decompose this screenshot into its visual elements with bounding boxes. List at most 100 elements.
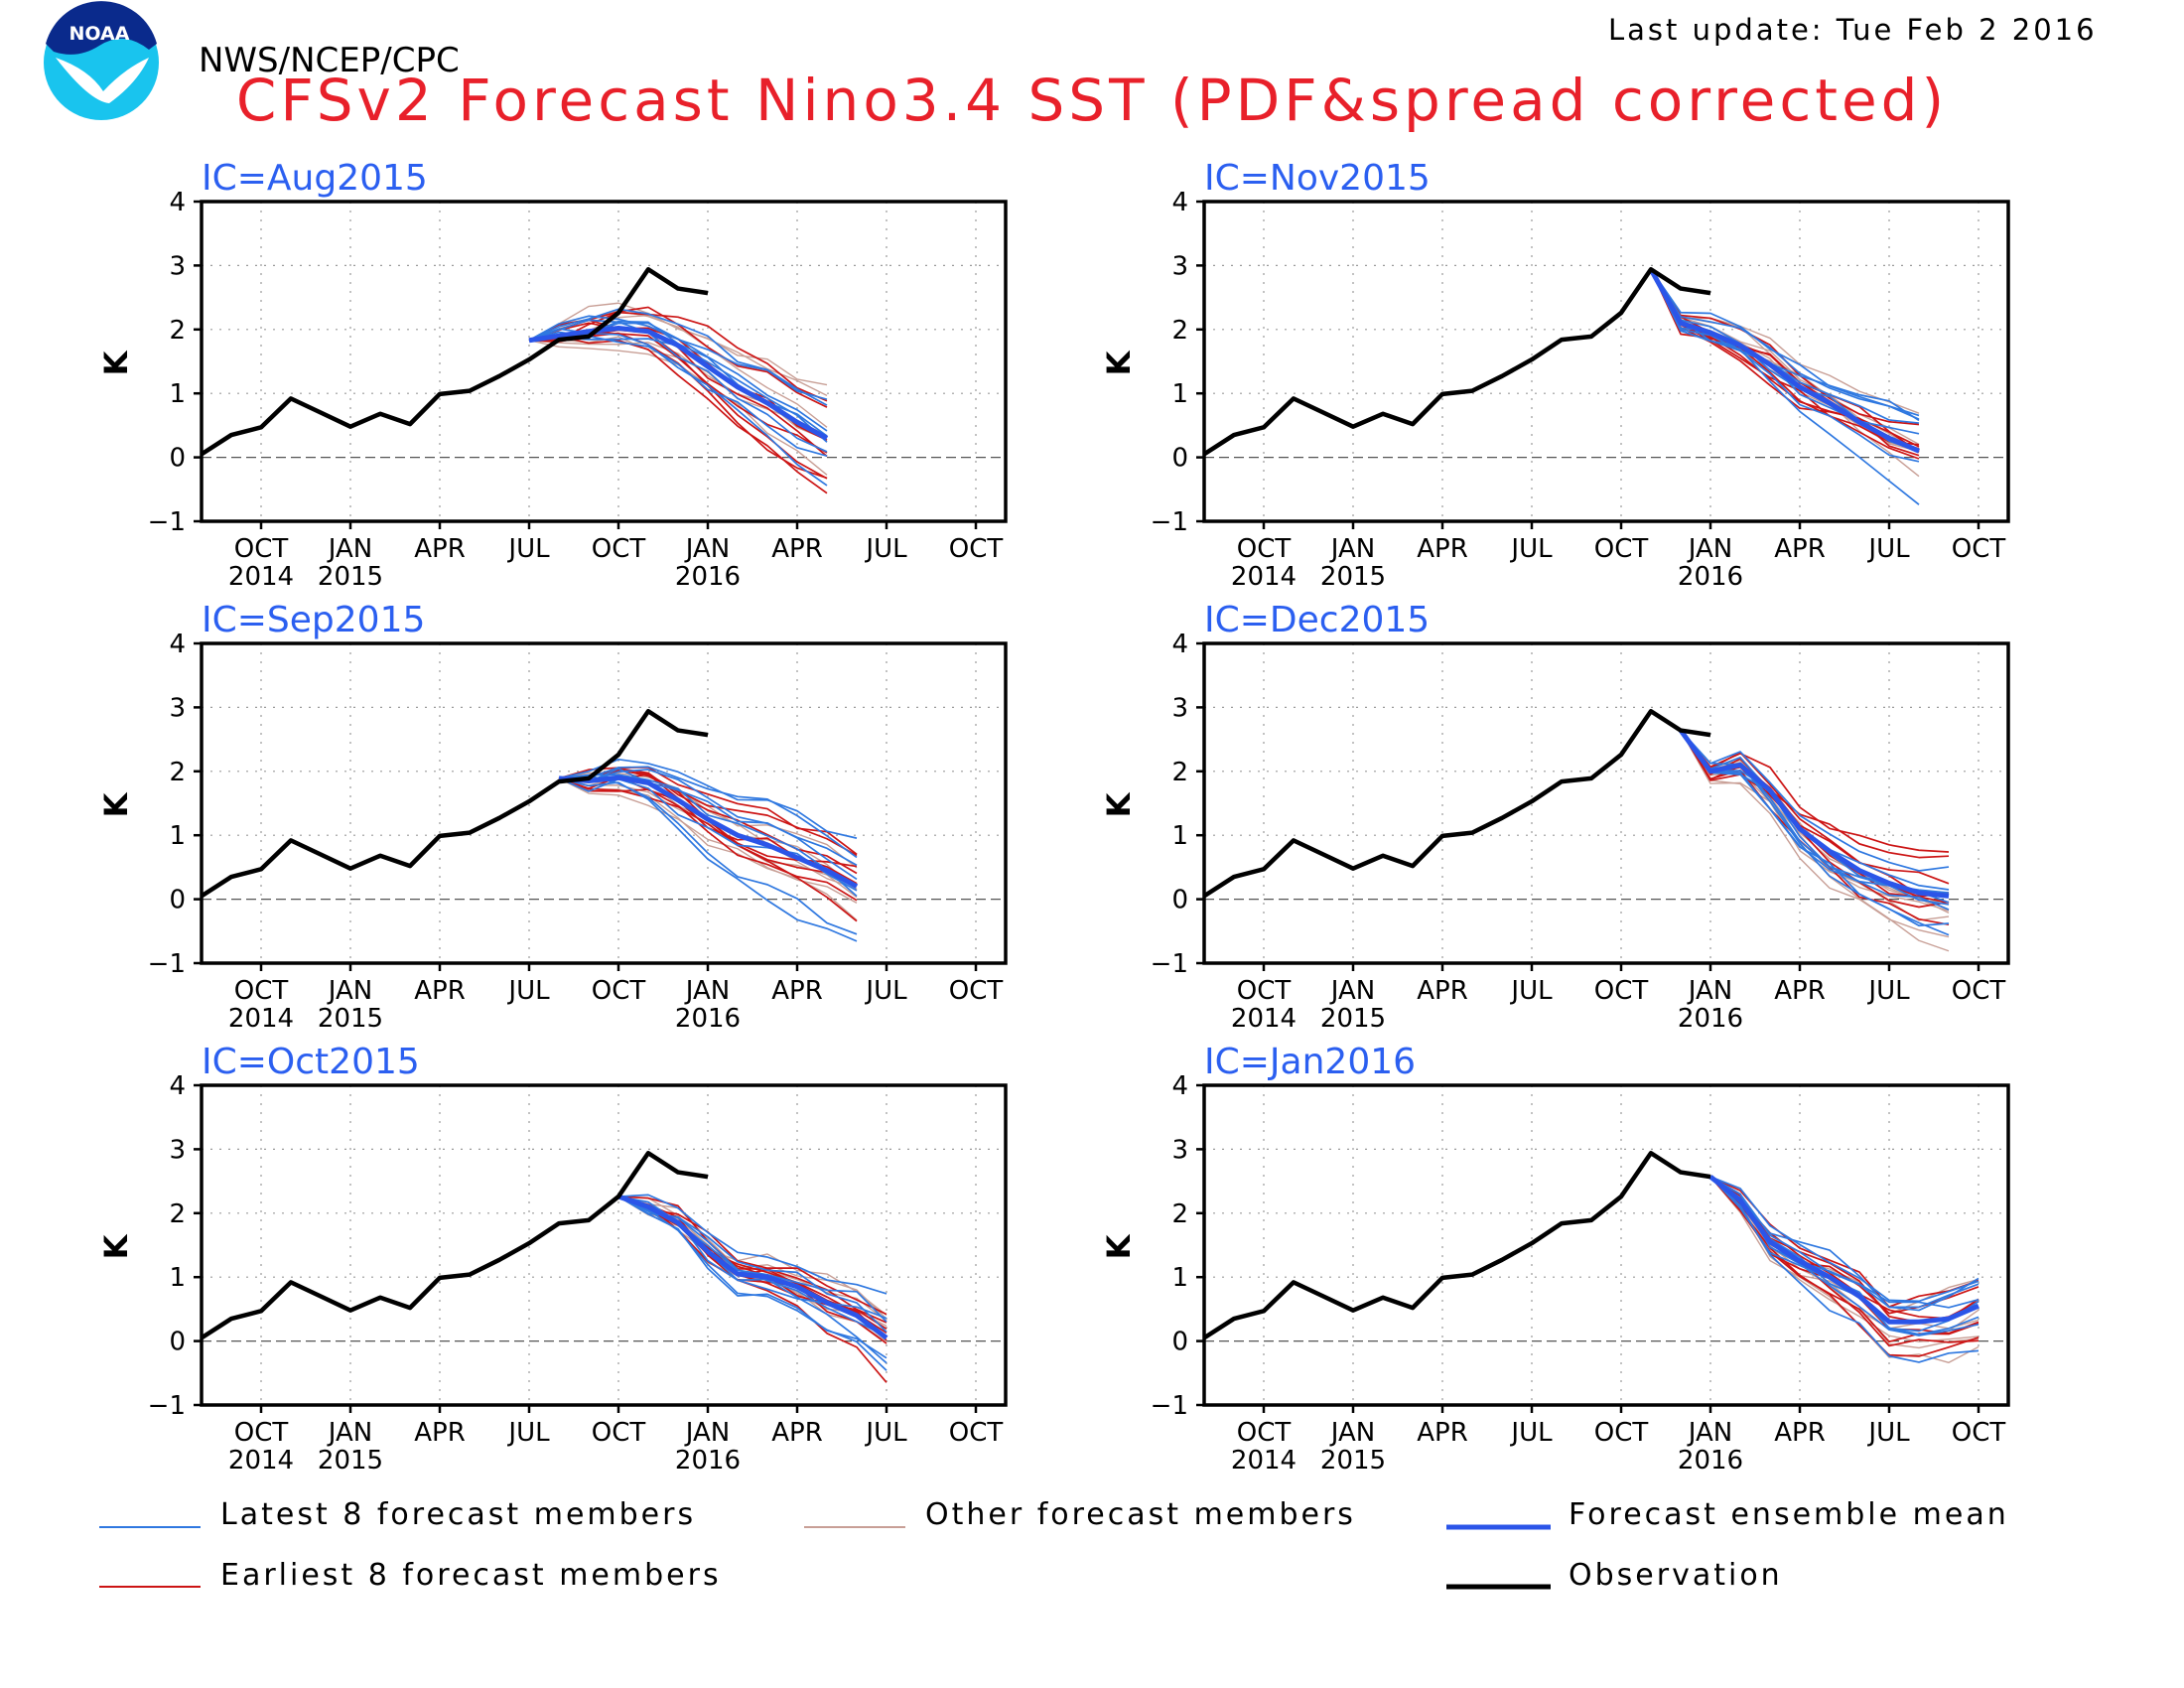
x-tick-label: JUL — [1509, 1418, 1553, 1448]
ic-label: IC=Sep2015 — [202, 600, 425, 640]
earliest-member-line — [1650, 268, 1920, 426]
latest-member-line — [1709, 1176, 1979, 1303]
latest-member-line — [528, 308, 828, 406]
y-tick-label: 4 — [169, 630, 186, 659]
latest-member-line — [1680, 730, 1950, 906]
x-tick-label: JUL — [864, 976, 907, 1006]
other-member-line — [1650, 268, 1920, 450]
earliest-member-line — [1650, 268, 1920, 448]
ensemble-mean-line — [558, 774, 859, 889]
x-tick-label: OCT — [1594, 534, 1649, 564]
x-tick-label: OCT — [592, 1418, 646, 1448]
x-tick-label: JAN — [1687, 976, 1732, 1006]
plot-frame — [1202, 1083, 2010, 1407]
y-tick-label: 2 — [169, 758, 186, 787]
latest-member-line — [1680, 730, 1950, 936]
latest-member-line — [1680, 730, 1950, 891]
other-member-line — [1650, 268, 1920, 414]
y-tick-label: −1 — [1151, 949, 1188, 979]
y-tick-label: 1 — [1171, 1263, 1188, 1293]
x-tick-year-label: 2015 — [1320, 1004, 1386, 1034]
x-tick-label: OCT — [1237, 1418, 1292, 1448]
plot-frame — [200, 1083, 1008, 1407]
latest-member-line — [558, 769, 858, 867]
x-tick-label: OCT — [1952, 1418, 2006, 1448]
x-tick-label: JAN — [684, 976, 730, 1006]
legend-other: Other forecast members — [804, 1497, 1353, 1532]
x-tick-label: OCT — [949, 976, 1004, 1006]
latest-member-line — [1650, 268, 1920, 463]
x-tick-label: APR — [414, 1418, 466, 1448]
y-tick-label: 1 — [169, 821, 186, 851]
observation-line — [200, 709, 709, 899]
other-member-line — [558, 777, 858, 904]
x-tick-label: JUL — [864, 1418, 907, 1448]
x-tick-label: APR — [771, 534, 823, 564]
other-member-line — [528, 336, 828, 437]
legend-observation-label: Observation — [1569, 1558, 1783, 1593]
observation-line — [1202, 1151, 1711, 1340]
ensemble-mean-line — [617, 1194, 888, 1340]
x-tick-label: JUL — [864, 534, 907, 564]
y-tick-label: 0 — [1171, 886, 1188, 915]
x-tick-year-label: 2015 — [318, 1004, 383, 1034]
observation-line — [200, 267, 709, 457]
earliest-member-line — [528, 311, 828, 402]
latest-member-line — [1709, 1176, 1979, 1312]
x-tick-year-label: 2015 — [1320, 1446, 1386, 1476]
y-tick-label: 3 — [1171, 1135, 1188, 1165]
x-tick-label: APR — [414, 534, 466, 564]
earliest-member-line — [617, 1196, 887, 1344]
observation-line — [200, 1151, 709, 1340]
x-tick-label: JAN — [1687, 534, 1732, 564]
x-tick-label: APR — [1774, 976, 1826, 1006]
latest-member-line — [558, 777, 858, 892]
y-tick-label: 3 — [1171, 693, 1188, 723]
logo-upper — [46, 1, 157, 55]
legend-latest: Latest 8 forecast members — [99, 1497, 693, 1532]
x-tick-label: OCT — [234, 534, 289, 564]
y-tick-label: 0 — [169, 1328, 186, 1357]
earliest-member-line — [1680, 730, 1950, 904]
x-tick-label: JAN — [684, 534, 730, 564]
x-tick-label: JUL — [506, 1418, 550, 1448]
x-tick-label: APR — [1774, 1418, 1826, 1448]
x-tick-year-label: 2016 — [675, 1004, 741, 1034]
x-tick-label: OCT — [234, 976, 289, 1006]
x-tick-label: APR — [1417, 976, 1468, 1006]
earliest-member-line — [528, 335, 828, 494]
earliest-member-line — [1709, 1176, 1979, 1357]
y-axis-label: K — [1100, 1233, 1138, 1259]
x-tick-label: OCT — [1237, 976, 1292, 1006]
x-tick-year-label: 2014 — [228, 1446, 294, 1476]
ensemble-mean-line — [528, 326, 829, 441]
last-update: Last update: Tue Feb 2 2016 — [1608, 13, 2098, 47]
latest-member-line — [617, 1194, 887, 1295]
ic-label: IC=Nov2015 — [1204, 158, 1431, 199]
other-member-line — [1680, 730, 1950, 912]
agency-label: NWS/NCEP/CPC — [199, 41, 460, 80]
plot-frame — [200, 641, 1008, 965]
observation-line — [1202, 709, 1711, 899]
legend-mean: Forecast ensemble mean — [1446, 1497, 2006, 1532]
y-tick-label: 4 — [1171, 1071, 1188, 1101]
y-tick-label: 3 — [169, 1135, 186, 1165]
y-axis-label: K — [97, 791, 135, 817]
y-tick-label: 4 — [169, 1071, 186, 1101]
legend: Latest 8 forecast members Other forecast… — [99, 1497, 2006, 1593]
other-member-line — [1680, 730, 1950, 914]
x-tick-year-label: 2014 — [1231, 562, 1297, 592]
x-tick-label: APR — [771, 976, 823, 1006]
y-tick-label: 2 — [169, 316, 186, 346]
x-tick-year-label: 2014 — [1231, 1004, 1297, 1034]
x-tick-year-label: 2016 — [1678, 562, 1743, 592]
x-tick-label: APR — [771, 1418, 823, 1448]
x-tick-label: APR — [1417, 1418, 1468, 1448]
legend-earliest: Earliest 8 forecast members — [99, 1558, 719, 1593]
y-tick-label: 3 — [169, 251, 186, 281]
y-tick-label: −1 — [1151, 1391, 1188, 1421]
y-tick-label: 3 — [1171, 251, 1188, 281]
x-tick-label: JUL — [506, 976, 550, 1006]
noaa-logo: NOAA — [44, 1, 159, 120]
latest-member-line — [1680, 730, 1950, 904]
